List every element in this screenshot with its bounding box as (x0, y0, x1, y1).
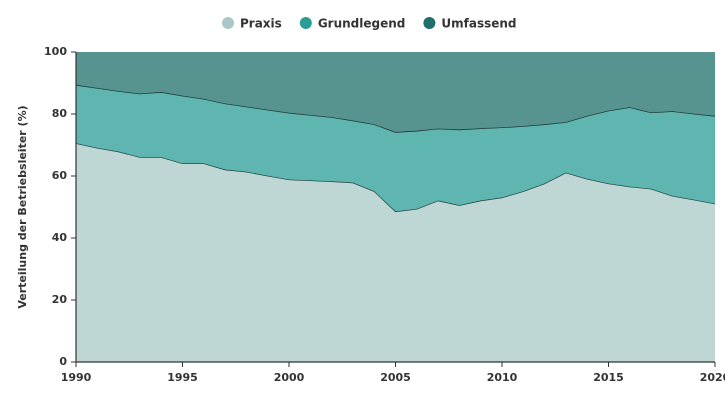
area (76, 143, 715, 362)
legend-label: Umfassend (441, 17, 516, 31)
x-tick-label: 2005 (380, 371, 411, 384)
y-tick-label: 100 (44, 45, 67, 58)
area (76, 85, 715, 212)
y-tick-label: 80 (52, 107, 68, 120)
legend-label: Grundlegend (318, 17, 406, 31)
y-axis-label: Verteilung der Betriebsleiter (%) (16, 105, 29, 308)
legend-label: Praxis (240, 17, 282, 31)
x-tick-label: 2010 (487, 371, 518, 384)
area (76, 52, 715, 133)
y-tick-label: 20 (52, 293, 68, 306)
y-tick-label: 60 (52, 169, 68, 182)
x-tick-label: 1990 (61, 371, 92, 384)
x-tick-label: 1995 (167, 371, 198, 384)
x-tick-label: 2000 (274, 371, 305, 384)
y-tick-label: 40 (52, 231, 68, 244)
legend-marker (222, 17, 234, 29)
legend-marker (423, 17, 436, 29)
x-tick-label: 2020 (700, 371, 725, 384)
y-tick-label: 0 (59, 355, 67, 368)
x-tick-label: 2015 (593, 371, 624, 384)
legend-marker (299, 17, 312, 29)
